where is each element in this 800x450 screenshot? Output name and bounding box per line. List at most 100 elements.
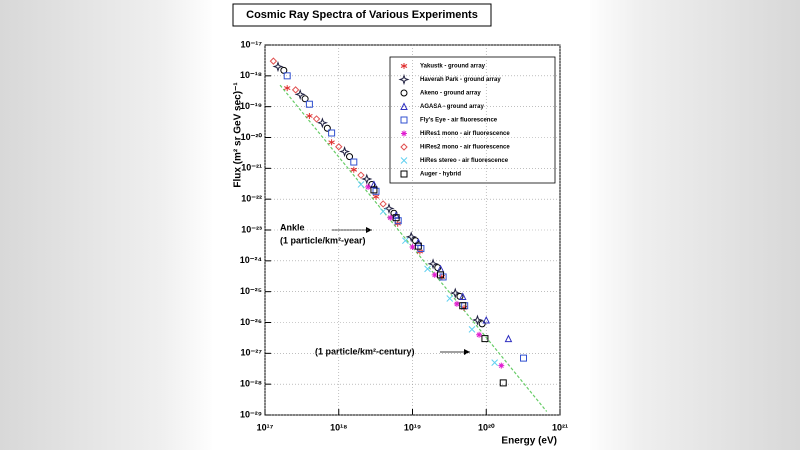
y-tick-label: 10⁻²⁹: [240, 409, 262, 419]
marker: [370, 186, 378, 194]
y-axis-label: Flux (m² sr GeV sec)⁻¹: [233, 82, 244, 188]
annotation: (1 particle/km²-year): [280, 235, 366, 245]
y-tick-label: 10⁻¹⁸: [240, 70, 262, 80]
marker: [446, 295, 454, 302]
marker: [372, 187, 380, 195]
marker: [431, 271, 438, 278]
marker: [437, 271, 445, 279]
arrow-head: [366, 227, 372, 233]
marker: [291, 86, 300, 94]
marker: [520, 354, 528, 362]
marker: [379, 208, 387, 215]
marker: [427, 258, 439, 270]
marker: [491, 359, 499, 366]
marker: [504, 334, 513, 343]
marker: [471, 314, 484, 326]
marker: [478, 320, 486, 328]
marker: [387, 214, 394, 221]
marker: [328, 139, 335, 146]
y-tick-label: 10⁻²¹: [241, 163, 262, 173]
legend-symbol: [400, 157, 408, 164]
marker: [357, 181, 365, 188]
legend-label: Fly's Eye - air fluorescence: [420, 118, 498, 124]
arrow-head: [464, 349, 470, 355]
marker: [312, 115, 321, 123]
marker: [323, 124, 331, 132]
marker: [339, 145, 351, 158]
marker: [453, 300, 460, 307]
y-tick-label: 10⁻²⁵: [240, 286, 262, 296]
marker: [424, 265, 431, 273]
marker: [283, 85, 291, 92]
legend-label: Haverah Park - ground array: [420, 77, 501, 83]
marker: [392, 211, 400, 219]
x-tick-label: 10²⁰: [478, 422, 495, 432]
legend-symbol: [400, 170, 408, 178]
legend-label: Akeno - ground array: [420, 91, 481, 97]
marker: [305, 100, 313, 108]
y-tick-label: 10⁻¹⁷: [241, 39, 263, 49]
marker: [499, 379, 507, 387]
marker: [269, 57, 278, 65]
marker: [409, 244, 416, 251]
legend-symbol: [400, 116, 408, 124]
marker: [481, 335, 489, 343]
x-tick-label: 10²¹: [552, 422, 568, 432]
annotation: Ankle: [280, 222, 305, 232]
x-axis-label: Energy (eV): [501, 436, 557, 447]
marker: [459, 302, 467, 310]
y-tick-label: 10⁻²³: [241, 224, 262, 234]
marker: [306, 112, 313, 119]
marker: [370, 180, 378, 188]
marker: [401, 237, 409, 245]
marker: [272, 60, 284, 73]
legend-symbol: [400, 102, 408, 110]
marker: [346, 153, 354, 161]
y-tick-label: 10⁻²⁰: [241, 132, 263, 142]
y-tick-label: 10⁻²⁴: [240, 255, 262, 265]
y-tick-label: 10⁻²⁷: [241, 348, 263, 358]
y-tick-label: 10⁻¹⁹: [240, 101, 262, 111]
marker: [392, 214, 400, 222]
marker: [458, 292, 467, 300]
y-tick-label: 10⁻²⁸: [240, 379, 262, 389]
x-tick-label: 10¹⁹: [404, 422, 421, 432]
y-tick-label: 10⁻²²: [241, 194, 262, 204]
marker: [328, 129, 336, 137]
marker: [350, 166, 358, 173]
y-tick-label: 10⁻²⁶: [240, 317, 262, 327]
marker: [414, 242, 422, 250]
legend-label: AGASA - ground array: [420, 104, 484, 110]
chart-title: Cosmic Ray Spectra of Various Experiment…: [246, 9, 478, 21]
marker: [335, 143, 343, 151]
x-tick-label: 10¹⁷: [257, 422, 274, 432]
legend-label: HiRes stereo - air fluorescence: [420, 158, 509, 164]
legend-label: HiRes2 mono - air fluorescence: [420, 145, 510, 151]
legend-label: Auger - hybrid: [420, 172, 461, 178]
legend-symbol: [400, 143, 408, 151]
annotation: (1 particle/km²-century): [315, 346, 415, 356]
marker: [283, 72, 291, 80]
legend-symbol: [400, 63, 408, 69]
marker: [383, 202, 395, 215]
marker: [405, 231, 417, 243]
x-tick-label: 10¹⁸: [330, 422, 347, 432]
marker: [379, 200, 387, 208]
marker: [365, 183, 372, 190]
marker: [357, 171, 365, 179]
legend-symbol: [400, 89, 408, 97]
legend-box: [389, 56, 556, 184]
marker: [449, 287, 461, 299]
marker: [361, 173, 373, 185]
legend-label: Yakustk - ground array: [420, 64, 486, 70]
marker: [316, 117, 328, 129]
marker: [468, 325, 476, 333]
marker: [301, 95, 309, 103]
legend-label: HiRes1 mono - air fluorescence: [420, 131, 510, 137]
legend: Yakustk - ground array Haverah Park - gro…: [389, 56, 556, 184]
legend-symbol: [398, 73, 410, 86]
legend-symbol: [401, 130, 407, 137]
marker: [350, 158, 358, 166]
